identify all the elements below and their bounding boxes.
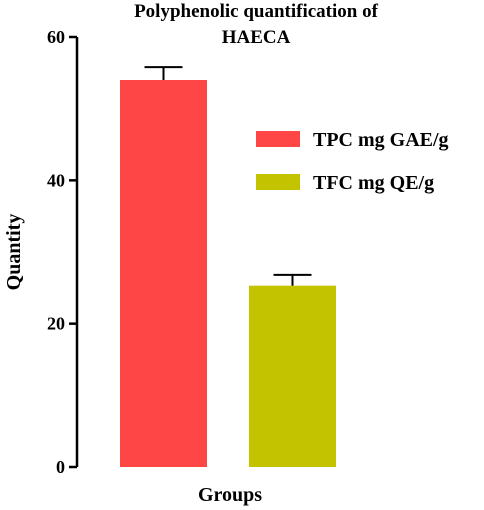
chart-title-line-2: HAECA bbox=[222, 27, 291, 48]
bar-2 bbox=[249, 285, 336, 467]
y-tick-label: 0 bbox=[56, 457, 65, 477]
legend: TPC mg GAE/g TFC mg QE/g bbox=[256, 129, 449, 194]
y-axis: 0 20 40 60 bbox=[47, 27, 79, 477]
legend-label-1: TPC mg GAE/g bbox=[313, 129, 449, 151]
y-axis-label: Quantity bbox=[3, 214, 25, 291]
legend-swatch-1 bbox=[256, 131, 300, 147]
bars bbox=[120, 66, 336, 467]
legend-swatch-2 bbox=[256, 174, 300, 190]
y-tick-label: 40 bbox=[47, 170, 65, 190]
x-axis-label: Groups bbox=[198, 484, 262, 506]
bar-1 bbox=[120, 80, 207, 467]
legend-label-2: TFC mg QE/g bbox=[313, 172, 434, 194]
chart-title-line-1: Polyphenolic quantification of bbox=[134, 1, 379, 22]
y-tick-label: 60 bbox=[47, 27, 65, 47]
y-tick-label: 20 bbox=[47, 314, 65, 334]
